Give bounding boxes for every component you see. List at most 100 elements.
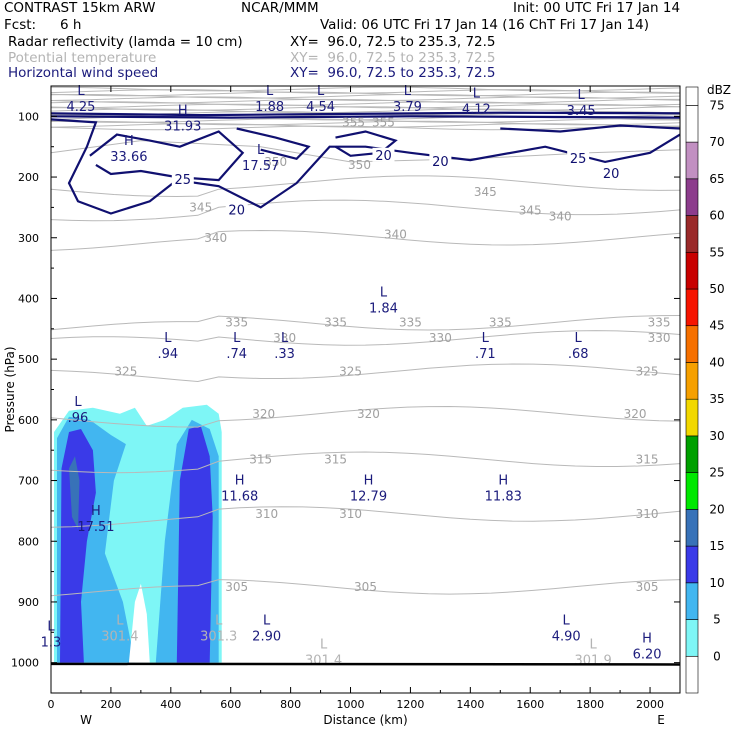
theta-label: 340 <box>204 231 227 245</box>
refl-region-core <box>69 456 80 530</box>
extremum-type: L <box>164 331 172 346</box>
x-tick-label: 2000 <box>636 698 664 711</box>
colorbar-swatch <box>685 362 699 400</box>
theta-line <box>50 405 681 428</box>
org-label: NCAR/MMM <box>241 0 319 16</box>
theta-label: 325 <box>114 364 137 378</box>
theta-label: 310 <box>339 507 362 521</box>
colorbar-label: 20 <box>709 502 724 516</box>
theta-label: 335 <box>648 316 671 330</box>
extremum-type: H <box>642 632 652 647</box>
refl-region-strong-east <box>176 425 213 663</box>
theta-line <box>50 363 681 383</box>
theta-label: 355 <box>372 115 395 129</box>
wind-contours <box>50 111 681 215</box>
wind-line <box>50 111 681 117</box>
theta-line-upper <box>50 96 681 102</box>
colorbar-label: 10 <box>709 576 724 590</box>
theta-label: 325 <box>636 364 659 378</box>
field-xy-reflectivity: XY= 96.0, 72.5 to 235.3, 72.5 <box>290 34 496 50</box>
x-tick-label: 0 <box>48 698 55 711</box>
west-label: W <box>80 713 92 727</box>
theta-line <box>50 199 681 222</box>
wind-label-bg <box>171 172 194 187</box>
x-tick-label: 200 <box>100 698 121 711</box>
x-axis-title: Distance (km) <box>323 713 407 727</box>
extremum-type: L <box>263 613 271 628</box>
y-tick-label: 500 <box>18 353 39 366</box>
field-xy-wind: XY= 96.0, 72.5 to 235.3, 72.5 <box>290 65 496 81</box>
theta-label: 305 <box>636 580 659 594</box>
extremum-value: 3.45 <box>567 104 596 119</box>
field-name-theta: Potential temperature <box>8 50 157 66</box>
colorbar-label: 40 <box>709 355 724 369</box>
extremum-type: H <box>178 103 188 118</box>
colorbar-swatch <box>685 325 699 363</box>
extremum-value: 3.79 <box>393 100 422 115</box>
extremum-type: H <box>498 474 508 489</box>
wind-label: 25 <box>175 173 192 188</box>
wind-line <box>50 118 681 215</box>
wind-label: 20 <box>603 167 620 182</box>
extremum-type: H <box>124 134 134 149</box>
extremum-type: L <box>473 86 481 101</box>
theta-label: 345 <box>189 200 212 214</box>
x-tick-label: 400 <box>160 698 181 711</box>
colorbar-swatch <box>685 472 699 510</box>
theta-line-upper <box>50 98 680 104</box>
theta-label: 350 <box>264 155 287 169</box>
extremum-type: L <box>404 84 412 99</box>
y-tick-label: 800 <box>18 535 39 548</box>
colorbar-swatch <box>685 655 699 694</box>
colorbar-label: 0 <box>713 649 721 663</box>
theta-label: 335 <box>399 316 422 330</box>
x-tick-label: 1400 <box>456 698 484 711</box>
wind-label: 20 <box>228 203 245 218</box>
colorbar-unit: dBZ <box>707 83 731 97</box>
wind-label-bg <box>567 150 590 165</box>
wind-line <box>236 127 311 161</box>
extremum-value: 4.54 <box>306 100 335 115</box>
extremum-type: L <box>233 331 241 346</box>
y-tick-label: 400 <box>18 292 39 305</box>
extremum-value: 2.90 <box>252 629 281 644</box>
extremum-value: 1.84 <box>369 302 398 317</box>
extremum-type: L <box>575 331 583 346</box>
y-tick-label: 900 <box>18 596 39 609</box>
theta-line-upper <box>50 125 680 131</box>
wind-line <box>500 124 681 133</box>
theta-line-upper <box>51 103 681 109</box>
colorbar-label: 55 <box>709 245 724 259</box>
init-time: Init: 00 UTC Fri 17 Jan 14 <box>513 0 681 16</box>
colorbar-label: 25 <box>709 466 724 480</box>
colorbar-swatch <box>685 288 699 327</box>
extremum-value: .71 <box>475 347 496 362</box>
extremum-value: 4.12 <box>462 102 491 117</box>
theta-label: 315 <box>249 452 272 466</box>
theta-label: 350 <box>348 158 371 172</box>
extremum-type: L <box>590 638 598 653</box>
theta-label: 335 <box>225 316 248 330</box>
extremum-value: 17.51 <box>77 520 114 535</box>
refl-gap <box>128 583 150 663</box>
colorbar: dBZ 0 5 10 15 20 25 30 35 40 45 50 55 60 65 70 75 <box>685 83 731 694</box>
y-tick-label: 100 <box>18 110 39 123</box>
theta-label: 335 <box>324 316 347 330</box>
y-tick-label: 700 <box>18 475 39 488</box>
x-tick-label: 800 <box>280 698 301 711</box>
extremum-value: .74 <box>226 347 247 362</box>
colorbar-label: 30 <box>709 429 724 443</box>
extremum-value: .33 <box>274 347 295 362</box>
theta-line <box>50 451 681 474</box>
colorbar-swatch <box>685 435 699 473</box>
extremum-type: L <box>563 613 571 628</box>
colorbar-label: 50 <box>709 282 724 296</box>
extremum-type: L <box>116 613 124 628</box>
fcst-value: 6 h <box>60 17 82 33</box>
extremum-value: 4.25 <box>66 100 95 115</box>
x-tick-label: 1600 <box>516 698 544 711</box>
wind-label-bg <box>600 166 623 181</box>
theta-label: 305 <box>225 580 248 594</box>
colorbar-swatch <box>685 251 699 290</box>
extremum-type: L <box>266 84 274 99</box>
